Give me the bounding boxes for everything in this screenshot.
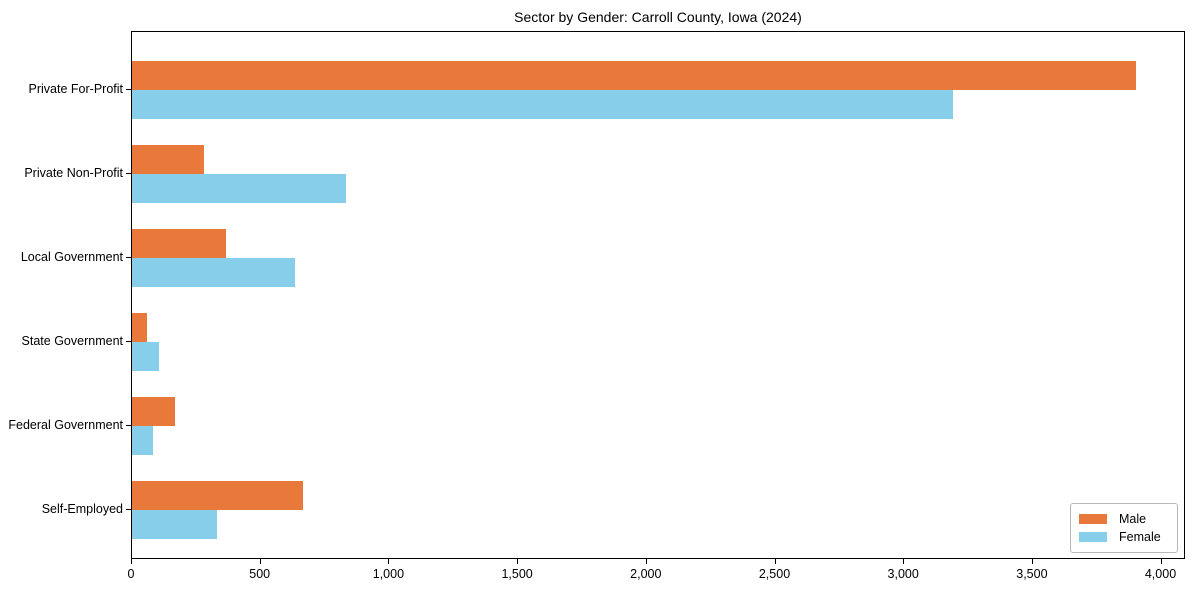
y-tick-label: Federal Government	[8, 418, 123, 432]
x-tick-mark	[1031, 559, 1033, 564]
x-tick-mark	[1160, 559, 1162, 564]
x-tick-mark	[645, 559, 647, 564]
y-tick-label: Local Government	[20, 250, 123, 264]
x-tick-mark	[131, 559, 132, 564]
y-tick-mark	[126, 425, 131, 426]
y-tick-mark	[126, 341, 131, 342]
chart-title: Sector by Gender: Carroll County, Iowa (…	[514, 9, 802, 25]
bar-male-2	[132, 145, 205, 174]
x-tick-mark	[774, 559, 776, 564]
x-tick-label: 0	[127, 567, 135, 581]
x-tick-label: 500	[249, 567, 271, 581]
bar-male-4	[132, 313, 148, 342]
bar-female-4	[132, 342, 159, 371]
x-tick-label: 3,500	[1016, 567, 1048, 581]
bar-male-3	[132, 229, 226, 258]
legend-label: Female	[1119, 530, 1161, 544]
x-tick-mark	[517, 559, 519, 564]
y-tick-mark	[126, 509, 131, 510]
bar-female-5	[132, 426, 153, 455]
bar-female-1	[132, 90, 954, 119]
x-tick-label: 4,000	[1144, 567, 1177, 581]
y-tick-label: Private Non-Profit	[24, 166, 123, 180]
y-tick-mark	[126, 257, 131, 258]
legend-label: Male	[1119, 512, 1147, 526]
legend-swatch-male	[1079, 514, 1107, 524]
legend-swatch-female	[1079, 532, 1107, 542]
bar-male-5	[132, 397, 175, 426]
x-tick-label: 2,500	[758, 567, 791, 581]
plot-area: Male Female	[131, 31, 1185, 559]
x-tick-label: 3,000	[887, 567, 919, 581]
y-tick-label: Private For-Profit	[28, 82, 123, 96]
x-tick-label: 1,000	[372, 567, 405, 581]
y-tick-label: State Government	[21, 334, 123, 348]
legend-item-male: Male	[1079, 510, 1167, 528]
x-tick-mark	[903, 559, 905, 564]
bar-female-2	[132, 174, 346, 203]
x-tick-label: 2,000	[630, 567, 662, 581]
bar-female-6	[132, 510, 217, 539]
y-tick-mark	[126, 89, 131, 90]
x-tick-label: 1,500	[501, 567, 533, 581]
y-tick-mark	[126, 173, 131, 174]
x-tick-mark	[388, 559, 390, 564]
bar-male-6	[132, 481, 304, 510]
legend: Male Female	[1070, 503, 1178, 553]
bar-female-3	[132, 258, 296, 287]
x-tick-mark	[259, 559, 261, 564]
bar-male-1	[132, 61, 1136, 90]
legend-item-female: Female	[1079, 528, 1167, 546]
y-tick-label: Self-Employed	[41, 502, 123, 516]
